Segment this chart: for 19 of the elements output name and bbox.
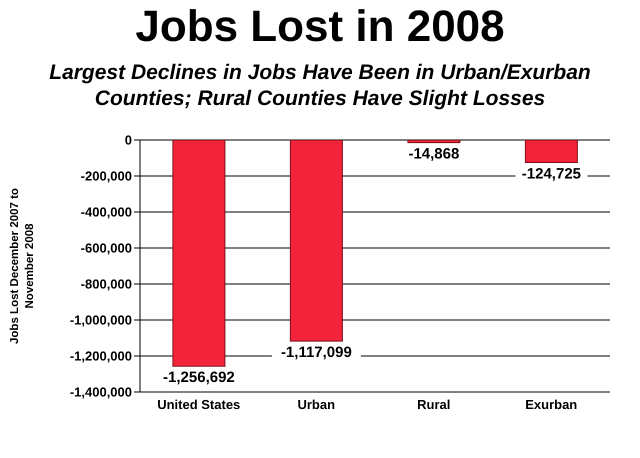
x-tick-label: Exurban xyxy=(525,397,578,412)
y-tick-label: 0 xyxy=(124,132,132,148)
data-label: -124,725 xyxy=(522,165,582,182)
x-tick-label: United States xyxy=(157,397,240,412)
y-tick-label: -1,000,000 xyxy=(70,312,132,328)
x-tick-label: Rural xyxy=(417,397,450,412)
y-tick-label: -1,200,000 xyxy=(70,348,132,364)
x-tick-label: Urban xyxy=(297,397,336,412)
data-label: -14,868 xyxy=(408,146,460,163)
chart-subtitle: Largest Declines in Jobs Have Been in Urban/Exurban Counties; Rural Counties Have Slight Losses xyxy=(48,60,592,112)
data-label: -1,256,692 xyxy=(163,369,235,386)
y-tick-label: -400,000 xyxy=(80,204,132,220)
y-tick-label: -1,400,000 xyxy=(70,384,132,400)
y-tick-label: -800,000 xyxy=(80,276,132,292)
data-label: -1,117,099 xyxy=(280,344,352,362)
chart-title: Jobs Lost in 2008 xyxy=(134,2,506,52)
y-axis-title: Jobs Lost December 2007 to November 2008 xyxy=(8,187,37,346)
y-tick-label: -200,000 xyxy=(80,168,132,184)
y-tick-label: -600,000 xyxy=(80,240,132,256)
